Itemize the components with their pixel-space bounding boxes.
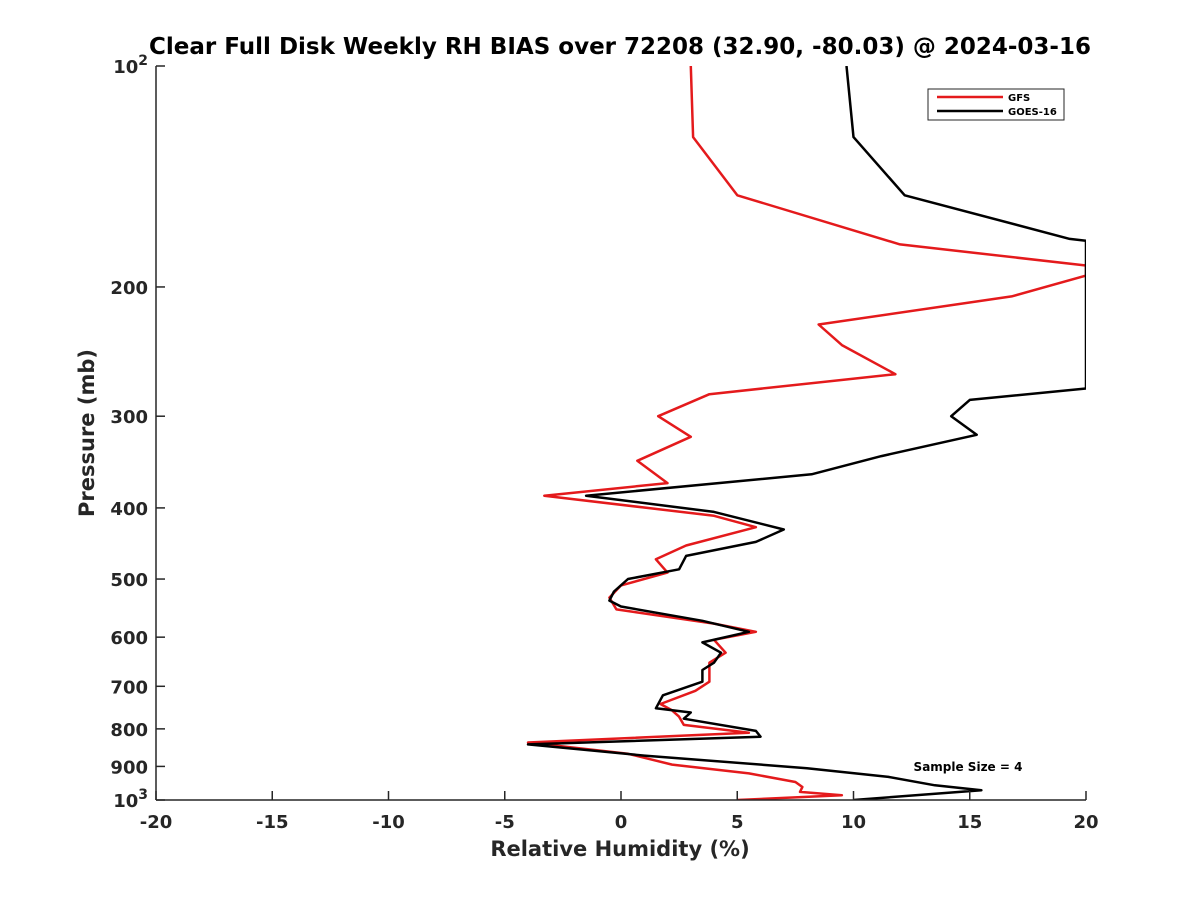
y-tick-label: 103 bbox=[113, 787, 148, 812]
y-axis-label: Pressure (mb) bbox=[75, 349, 99, 517]
legend-box bbox=[927, 88, 1065, 121]
legend-label-gfs: GFS bbox=[1008, 93, 1030, 104]
series-line-goes16 bbox=[526, 66, 1086, 800]
series-layer bbox=[526, 66, 1086, 800]
x-tick-label: 20 bbox=[1073, 812, 1098, 833]
y-tick-label: 200 bbox=[110, 278, 148, 299]
x-tick-label: -5 bbox=[495, 812, 515, 833]
sample-size-annotation: Sample Size = 4 bbox=[914, 760, 1023, 774]
x-tick-label: 10 bbox=[841, 812, 866, 833]
chart-title: Clear Full Disk Weekly RH BIAS over 7220… bbox=[149, 34, 1091, 60]
axes-layer: -20 -15 -10 -5 0 5 10 15 20 102 200 300 400 500 600 700… bbox=[110, 53, 1098, 833]
y-tick-label: 300 bbox=[110, 407, 148, 428]
y-tick-label: 400 bbox=[110, 499, 148, 520]
y-tick-label: 700 bbox=[110, 677, 148, 698]
x-tick-label: 15 bbox=[957, 812, 982, 833]
plot-area: -20 -15 -10 -5 0 5 10 15 20 102 200 300 400 500 600 700… bbox=[110, 53, 1098, 833]
x-tick-label: -15 bbox=[256, 812, 289, 833]
legend: GFS GOES-16 bbox=[927, 88, 1065, 121]
series-line-gfs bbox=[526, 66, 1086, 800]
y-tick-label: 800 bbox=[110, 720, 148, 741]
y-tick-label: 900 bbox=[110, 757, 148, 778]
y-tick-label: 600 bbox=[110, 628, 148, 649]
x-axis-label: Relative Humidity (%) bbox=[490, 837, 749, 861]
legend-label-goes16: GOES-16 bbox=[1008, 107, 1057, 118]
x-tick-label: -10 bbox=[372, 812, 405, 833]
y-tick-label: 102 bbox=[113, 53, 148, 78]
x-tick-label: 0 bbox=[615, 812, 628, 833]
x-tick-label: -20 bbox=[140, 812, 173, 833]
y-tick-label: 500 bbox=[110, 570, 148, 591]
x-tick-label: 5 bbox=[731, 812, 744, 833]
